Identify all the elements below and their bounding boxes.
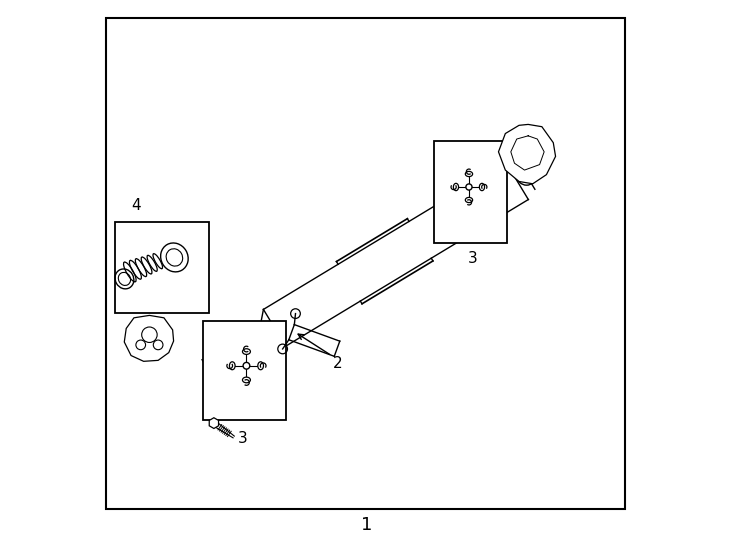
Ellipse shape: [258, 362, 264, 370]
Text: 2: 2: [333, 356, 342, 371]
Bar: [115, 221, 208, 313]
Text: 4: 4: [131, 198, 141, 213]
Text: 3: 3: [468, 251, 478, 266]
Ellipse shape: [242, 377, 250, 383]
Bar: [203, 321, 286, 421]
Ellipse shape: [465, 171, 473, 177]
Polygon shape: [209, 418, 219, 428]
Ellipse shape: [454, 184, 459, 191]
Ellipse shape: [479, 184, 484, 191]
Ellipse shape: [242, 349, 250, 354]
Ellipse shape: [465, 198, 473, 202]
Polygon shape: [498, 124, 556, 184]
Circle shape: [243, 362, 250, 369]
Text: 3: 3: [238, 431, 247, 446]
Polygon shape: [124, 315, 174, 361]
Circle shape: [466, 184, 472, 190]
Text: 1: 1: [361, 516, 373, 534]
Ellipse shape: [230, 362, 235, 370]
Bar: [434, 141, 506, 243]
